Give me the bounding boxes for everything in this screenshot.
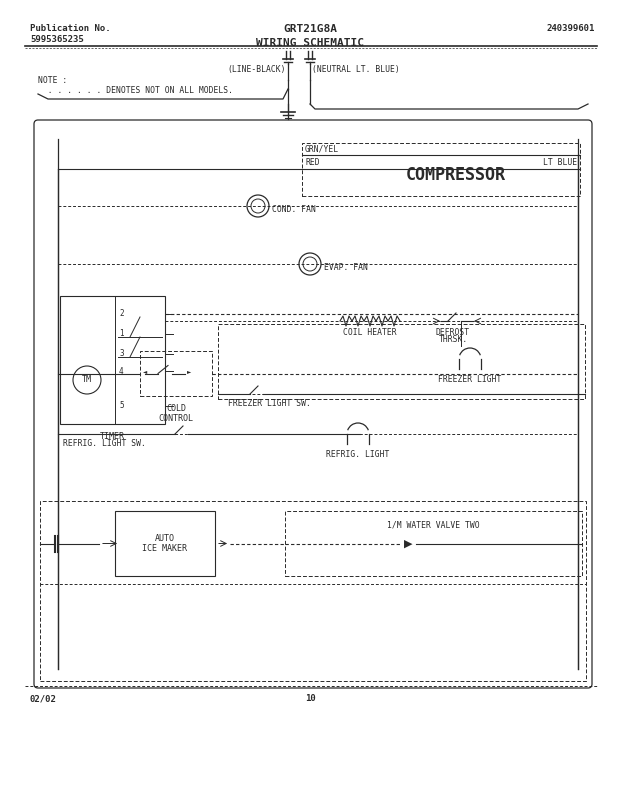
Text: ◄: ◄ xyxy=(143,369,148,374)
Text: 4: 4 xyxy=(119,367,123,376)
Text: FREEZER LIGHT SW.: FREEZER LIGHT SW. xyxy=(228,399,311,408)
Text: LT BLUE: LT BLUE xyxy=(543,158,577,167)
Text: TIMER: TIMER xyxy=(100,432,125,441)
Text: 3: 3 xyxy=(119,349,123,359)
Text: 1: 1 xyxy=(119,330,123,338)
Text: 02/02: 02/02 xyxy=(30,694,57,703)
Text: 240399601: 240399601 xyxy=(547,24,595,33)
Text: COND. FAN: COND. FAN xyxy=(272,205,316,214)
Text: RED: RED xyxy=(305,158,320,167)
Text: 5: 5 xyxy=(119,402,123,410)
Bar xyxy=(115,511,215,576)
Text: AUTO
ICE MAKER: AUTO ICE MAKER xyxy=(143,534,187,553)
Text: FREEZER LIGHT: FREEZER LIGHT xyxy=(438,375,502,384)
Text: NOTE :: NOTE : xyxy=(38,76,67,85)
Text: Publication No.: Publication No. xyxy=(30,24,110,33)
Text: . . . . . . DENOTES NOT ON ALL MODELS.: . . . . . . DENOTES NOT ON ALL MODELS. xyxy=(38,86,233,95)
Text: (LINE-BLACK): (LINE-BLACK) xyxy=(228,65,286,74)
Text: 1/M WATER VALVE TWO: 1/M WATER VALVE TWO xyxy=(387,521,480,530)
Text: COLD
CONTROL: COLD CONTROL xyxy=(159,404,193,423)
Text: 2: 2 xyxy=(119,310,123,318)
Text: TM: TM xyxy=(82,376,92,384)
Text: GRN/YEL: GRN/YEL xyxy=(305,144,339,153)
Bar xyxy=(60,296,165,424)
Text: THRSK.: THRSK. xyxy=(438,335,467,344)
Text: REFRIG. LIGHT SW.: REFRIG. LIGHT SW. xyxy=(63,439,146,448)
Text: COIL HEATER: COIL HEATER xyxy=(343,328,397,337)
Text: (NEUTRAL LT. BLUE): (NEUTRAL LT. BLUE) xyxy=(312,65,400,74)
Text: COMPRESSOR: COMPRESSOR xyxy=(406,165,506,183)
Text: 5995365235: 5995365235 xyxy=(30,35,84,44)
Text: EVAP. FAN: EVAP. FAN xyxy=(324,263,368,272)
Text: 10: 10 xyxy=(304,694,316,703)
Text: GRT21G8A: GRT21G8A xyxy=(283,24,337,34)
Text: ►: ► xyxy=(187,369,191,374)
Text: REFRIG. LIGHT: REFRIG. LIGHT xyxy=(326,450,390,459)
Text: DEFROST: DEFROST xyxy=(436,328,470,337)
Text: ▶: ▶ xyxy=(404,538,412,549)
Text: WIRING SCHEMATIC: WIRING SCHEMATIC xyxy=(256,38,364,48)
